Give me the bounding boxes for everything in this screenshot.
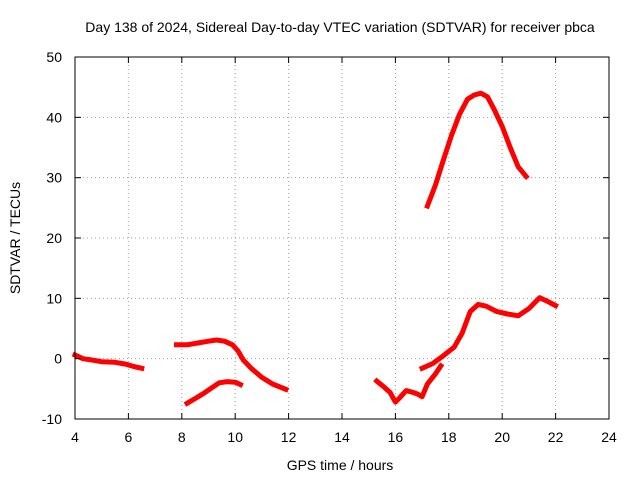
y-tick-label: 40 [46, 109, 62, 125]
x-tick-label: 4 [71, 429, 79, 445]
y-tick-label: 10 [46, 290, 62, 306]
x-tick-label: 14 [334, 429, 350, 445]
series-arc-6 [424, 90, 530, 210]
x-tick-label: 8 [178, 429, 186, 445]
series-arc-3 [183, 379, 244, 407]
series-arc-1 [71, 351, 145, 372]
x-tick-label: 20 [494, 429, 510, 445]
ticks: 4 6 8 10 12 14 16 18 20 22 24 -10 0 10 20 30 40 50 [42, 49, 617, 445]
series-layer [71, 90, 559, 407]
y-tick-label: 30 [46, 170, 62, 186]
x-tick-label: 24 [601, 429, 617, 445]
y-axis-label: SDTVAR / TECUs [7, 182, 23, 294]
x-tick-label: 18 [441, 429, 457, 445]
x-tick-label: 22 [548, 429, 564, 445]
grid [75, 57, 609, 419]
chart-title: Day 138 of 2024, Sidereal Day-to-day VTE… [85, 19, 595, 35]
x-tick-label: 16 [388, 429, 404, 445]
y-tick-label: 0 [54, 351, 62, 367]
series-arc-5 [418, 295, 559, 372]
x-tick-label: 12 [281, 429, 297, 445]
series-arc-2 [174, 337, 290, 393]
x-tick-label: 10 [227, 429, 243, 445]
y-tick-label: 20 [46, 230, 62, 246]
y-tick-label: -10 [42, 411, 62, 427]
x-tick-label: 6 [125, 429, 133, 445]
x-axis-label: GPS time / hours [287, 457, 394, 473]
y-tick-label: 50 [46, 49, 62, 65]
series-arc-4 [373, 362, 445, 405]
